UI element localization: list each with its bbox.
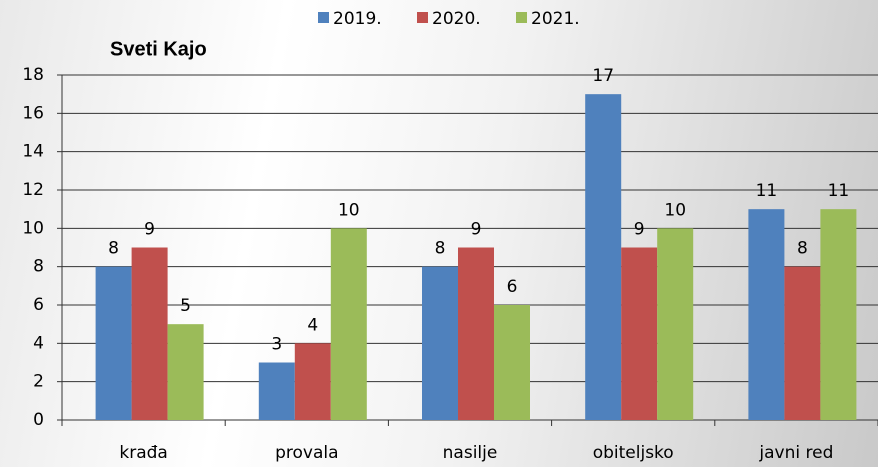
data-label: 9 — [634, 220, 645, 240]
chart-title: Sveti Kajo — [110, 38, 207, 60]
x-tick-label: javni red — [758, 443, 833, 463]
legend-label: 2020. — [432, 9, 481, 29]
x-tick-label: obiteljsko — [593, 443, 674, 463]
data-label: 10 — [338, 200, 360, 220]
bar — [621, 247, 658, 420]
data-label: 6 — [507, 277, 518, 297]
bar — [458, 247, 494, 420]
bar — [294, 343, 331, 420]
y-tick-label: 4 — [33, 333, 44, 353]
data-label: 8 — [797, 239, 808, 259]
bar — [784, 266, 821, 420]
data-label: 5 — [180, 296, 191, 316]
bar — [131, 247, 168, 420]
bar — [585, 94, 622, 421]
y-tick-label: 16 — [22, 103, 44, 123]
data-label: 9 — [144, 220, 155, 240]
data-label: 3 — [271, 335, 282, 355]
legend-label: 2021. — [531, 9, 580, 29]
y-tick-label: 10 — [22, 218, 44, 238]
bar — [330, 228, 367, 420]
y-tick-label: 2 — [33, 372, 44, 392]
bar — [167, 324, 204, 420]
x-tick-label: provala — [275, 443, 338, 463]
data-label: 9 — [471, 220, 482, 240]
data-label: 8 — [435, 239, 446, 259]
bar — [657, 228, 694, 420]
y-tick-label: 12 — [22, 180, 44, 200]
data-label: 11 — [828, 181, 850, 201]
bar — [95, 266, 132, 420]
bar — [422, 266, 458, 420]
data-label: 8 — [108, 239, 119, 259]
data-label: 10 — [664, 200, 686, 220]
legend-swatch — [516, 12, 527, 23]
y-tick-label: 8 — [33, 257, 44, 277]
bar — [494, 305, 530, 420]
y-tick-label: 6 — [33, 295, 44, 315]
y-tick-label: 14 — [22, 142, 44, 162]
legend-swatch — [318, 12, 329, 23]
x-tick-label: nasilje — [443, 443, 498, 463]
data-label: 4 — [307, 315, 318, 335]
bar — [258, 362, 295, 420]
data-label: 17 — [592, 66, 614, 86]
legend-label: 2019. — [333, 9, 382, 29]
bar — [820, 209, 857, 420]
x-tick-label: krađa — [119, 443, 167, 463]
data-label: 11 — [756, 181, 778, 201]
legend-swatch — [417, 12, 428, 23]
y-tick-label: 18 — [22, 65, 44, 85]
bar — [748, 209, 785, 420]
y-tick-label: 0 — [33, 410, 44, 430]
